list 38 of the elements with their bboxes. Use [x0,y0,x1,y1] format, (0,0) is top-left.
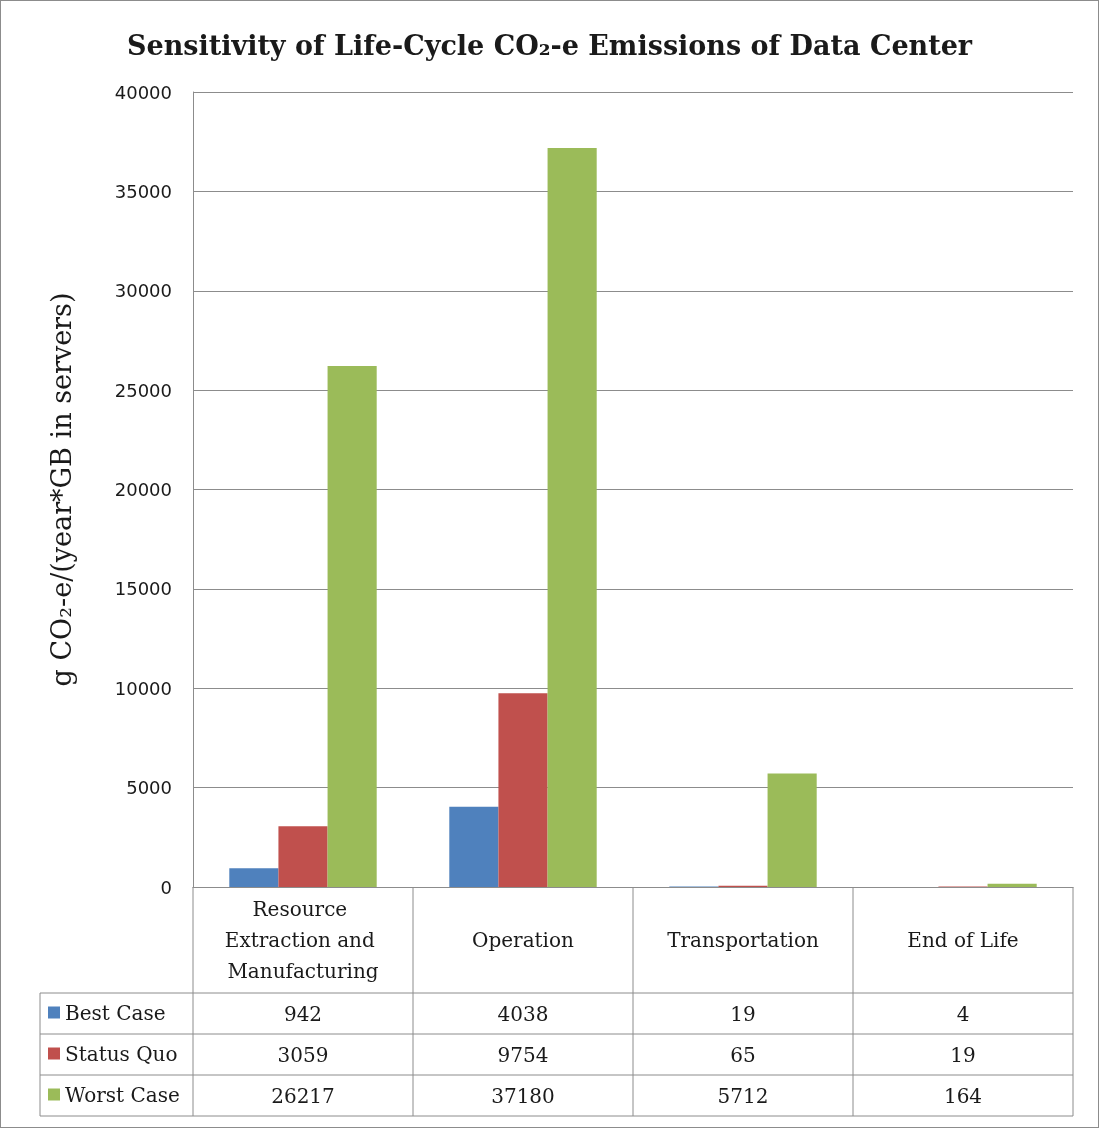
data-label: 942 [283,1001,323,1026]
bar [327,365,377,887]
y-tick-label: 5000 [126,777,172,799]
data-label: 26217 [271,1083,335,1108]
data-label: 164 [943,1083,983,1108]
bar [767,773,817,887]
y-tick-label: 0 [160,876,172,898]
bar [449,806,499,887]
data-label: 19 [730,1001,756,1026]
chart-title: Sensitivity of Life-Cycle CO₂-e Emissions of Data Center [126,30,973,61]
y-tick-label: 10000 [114,677,172,699]
bar [498,693,548,887]
data-label: 19 [950,1042,976,1067]
data-label: 4038 [497,1001,549,1026]
x-tick-label: Operation [472,928,575,952]
x-tick-label: Resource Extraction and Manufacturing [224,897,382,983]
y-tick-label: 15000 [114,578,172,600]
data-label: 3059 [277,1042,329,1067]
y-tick-label: 35000 [114,180,172,202]
data-label: 37180 [491,1083,555,1108]
legend-label: Worst Case [65,1082,180,1107]
bar [278,826,328,887]
data-label: 9754 [497,1042,549,1067]
legend-label: Status Quo [65,1041,178,1066]
y-tick-label: 30000 [114,280,172,302]
y-tick-label: 40000 [114,81,172,103]
y-tick-label: 25000 [114,379,172,401]
x-tick-label: End of Life [907,928,1019,952]
legend-label: Best Case [65,1000,166,1025]
bar [547,148,597,887]
data-label: 4 [956,1001,970,1026]
x-tick-label: Transportation [667,928,819,952]
data-label: 5712 [717,1083,769,1108]
y-tick-label: 20000 [114,479,172,500]
bar [987,883,1037,887]
data-label: 65 [730,1042,756,1067]
bar [229,868,279,887]
y-axis-title: g CO₂-e/(year*GB in servers) [46,292,77,687]
